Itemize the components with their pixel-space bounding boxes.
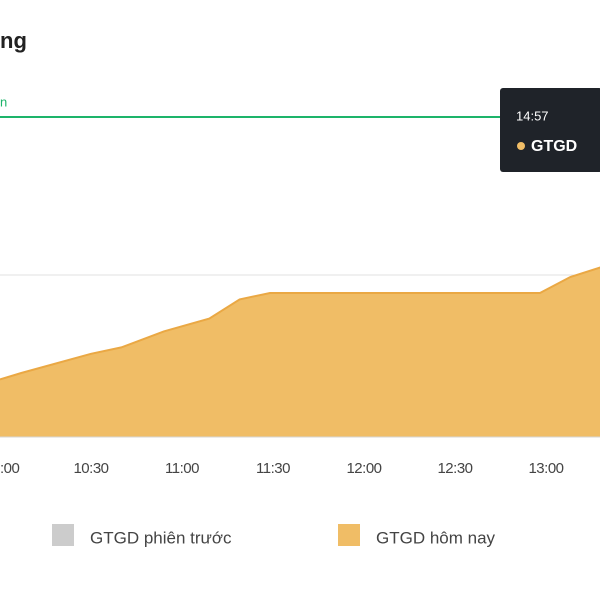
legend-swatch (338, 524, 360, 546)
area (0, 267, 600, 437)
x-tick-label: 12:00 (346, 460, 381, 477)
tooltip-dot (517, 142, 525, 150)
legend-label: GTGD phiên trước (90, 528, 232, 547)
x-tick-label: 11:30 (256, 460, 290, 477)
legend-swatch (52, 524, 74, 546)
x-tick-label: 12:30 (437, 460, 472, 477)
tooltip-series: GTGD (531, 138, 577, 155)
x-tick-label: 10:30 (73, 460, 108, 477)
chart-title: ng (0, 28, 27, 53)
area-line (0, 266, 600, 381)
tooltip-box (500, 88, 600, 172)
legend-label: GTGD hôm nay (376, 528, 496, 547)
x-tick-label: :00 (0, 460, 20, 477)
reference-label: n (0, 94, 7, 109)
tooltip-time: 14:57 (516, 108, 549, 123)
x-tick-label: 13:00 (528, 460, 563, 477)
x-tick-label: 11:00 (165, 460, 199, 477)
tooltip: 14:57 GTGD (500, 88, 600, 172)
